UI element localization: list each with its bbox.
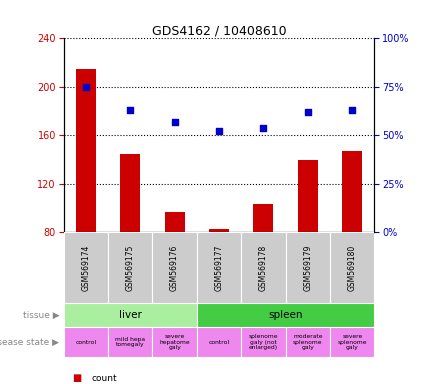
Text: GSM569175: GSM569175 <box>126 245 134 291</box>
Bar <box>152 327 197 357</box>
Bar <box>330 327 374 357</box>
Text: control: control <box>208 339 230 345</box>
Text: GSM569180: GSM569180 <box>348 245 357 291</box>
Text: splenome
galy (not
enlarged): splenome galy (not enlarged) <box>249 334 278 350</box>
Bar <box>330 232 374 303</box>
Bar <box>342 151 362 329</box>
Bar <box>64 232 108 303</box>
Point <box>260 124 267 131</box>
Point <box>127 107 134 113</box>
Bar <box>64 327 108 357</box>
Point <box>82 84 89 90</box>
Text: severe
splenome
galy: severe splenome galy <box>338 334 367 350</box>
Text: liver: liver <box>119 310 141 320</box>
Text: moderate
splenome
galy: moderate splenome galy <box>293 334 323 350</box>
Bar <box>241 232 286 303</box>
Point <box>215 128 223 134</box>
Text: control: control <box>75 339 96 345</box>
Text: GSM569178: GSM569178 <box>259 245 268 291</box>
Bar <box>197 327 241 357</box>
Point <box>349 107 356 113</box>
Text: severe
hepatome
galy: severe hepatome galy <box>159 334 190 350</box>
Text: spleen: spleen <box>268 310 303 320</box>
Title: GDS4162 / 10408610: GDS4162 / 10408610 <box>152 24 286 37</box>
Text: tissue ▶: tissue ▶ <box>22 311 59 320</box>
Bar <box>108 327 152 357</box>
Point <box>304 109 311 115</box>
Bar <box>286 232 330 303</box>
Bar <box>209 229 229 329</box>
Bar <box>298 160 318 329</box>
Bar <box>64 303 197 327</box>
Bar <box>120 154 140 329</box>
Bar <box>254 204 273 329</box>
Bar <box>241 327 286 357</box>
Bar <box>286 327 330 357</box>
Text: GSM569179: GSM569179 <box>304 245 312 291</box>
Text: GSM569174: GSM569174 <box>81 245 90 291</box>
Bar <box>108 232 152 303</box>
Bar <box>152 232 197 303</box>
Text: count: count <box>92 374 118 383</box>
Text: disease state ▶: disease state ▶ <box>0 338 59 347</box>
Text: ■: ■ <box>72 373 81 383</box>
Bar <box>76 69 96 329</box>
Bar <box>197 232 241 303</box>
Point <box>171 119 178 125</box>
Text: GSM569176: GSM569176 <box>170 245 179 291</box>
Bar <box>165 212 184 329</box>
Bar <box>197 303 374 327</box>
Text: GSM569177: GSM569177 <box>215 245 223 291</box>
Text: mild hepa
tomegaly: mild hepa tomegaly <box>115 337 145 348</box>
